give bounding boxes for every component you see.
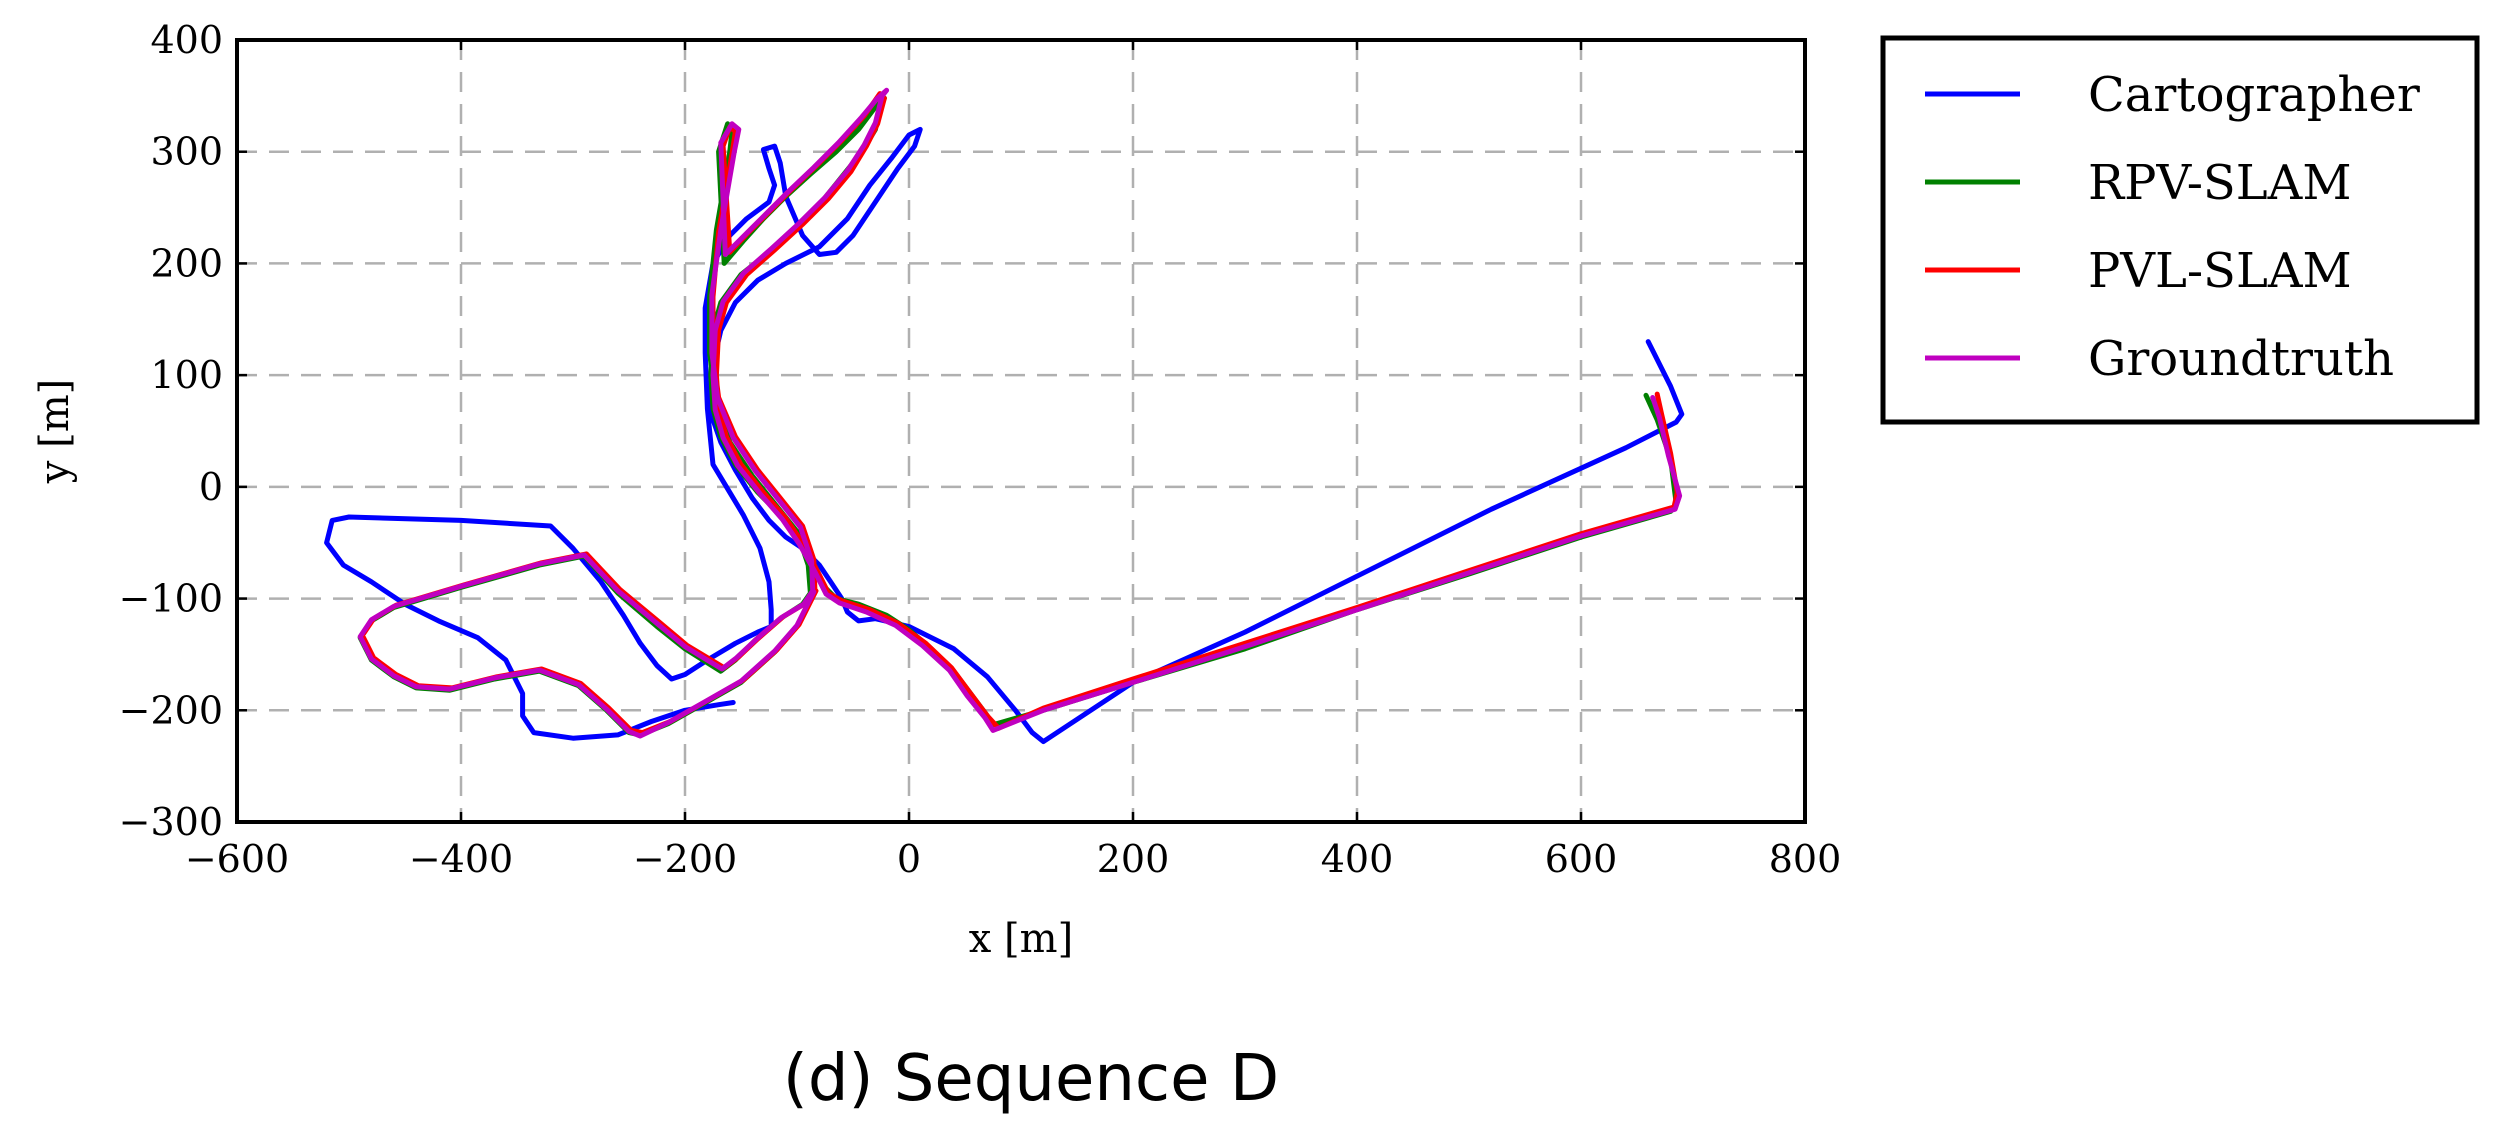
legend-label-cartographer: Cartographer — [2088, 67, 2420, 123]
figure-caption: (d) Sequence D — [783, 1042, 1279, 1116]
grid-lines — [237, 40, 1805, 822]
x-tick-label: −400 — [409, 837, 513, 881]
x-tick-labels: −600 −400 −200 0 200 400 600 800 — [185, 837, 1841, 881]
series-line-rpv-slam — [357, 95, 1679, 738]
y-tick-label: −100 — [119, 577, 223, 621]
legend: Cartographer RPV-SLAM PVL-SLAM Groundtruth — [1880, 35, 2480, 425]
y-tick-label: −300 — [119, 800, 223, 844]
x-tick-label: −600 — [185, 837, 289, 881]
legend-label-pvl-slam: PVL-SLAM — [2088, 243, 2352, 299]
axis-ticks — [235, 38, 1807, 824]
y-tick-label: 300 — [150, 130, 223, 174]
legend-label-rpv-slam: RPV-SLAM — [2088, 155, 2351, 211]
y-tick-labels: −300 −200 −100 0 100 200 300 400 — [119, 18, 223, 844]
x-tick-label: −200 — [633, 837, 737, 881]
x-tick-label: 800 — [1769, 837, 1842, 881]
legend-label-groundtruth: Groundtruth — [2088, 331, 2394, 387]
y-tick-label: 400 — [150, 18, 223, 62]
series-line-groundtruth — [357, 87, 1683, 739]
y-tick-label: 200 — [150, 241, 223, 285]
series-lines — [324, 87, 1685, 745]
x-tick-label: 0 — [897, 837, 921, 881]
series-line-cartographer — [324, 126, 1685, 745]
y-tick-label: 0 — [199, 465, 223, 509]
x-tick-label: 400 — [1321, 837, 1394, 881]
y-axis-label: y [m] — [32, 379, 78, 484]
x-tick-label: 600 — [1545, 837, 1618, 881]
series-line-pvl-slam — [359, 91, 1680, 736]
y-tick-label: 100 — [150, 353, 223, 397]
x-tick-label: 200 — [1097, 837, 1170, 881]
plot-frame — [235, 38, 1807, 824]
x-axis-label: x [m] — [969, 916, 1073, 962]
y-tick-label: −200 — [119, 688, 223, 732]
